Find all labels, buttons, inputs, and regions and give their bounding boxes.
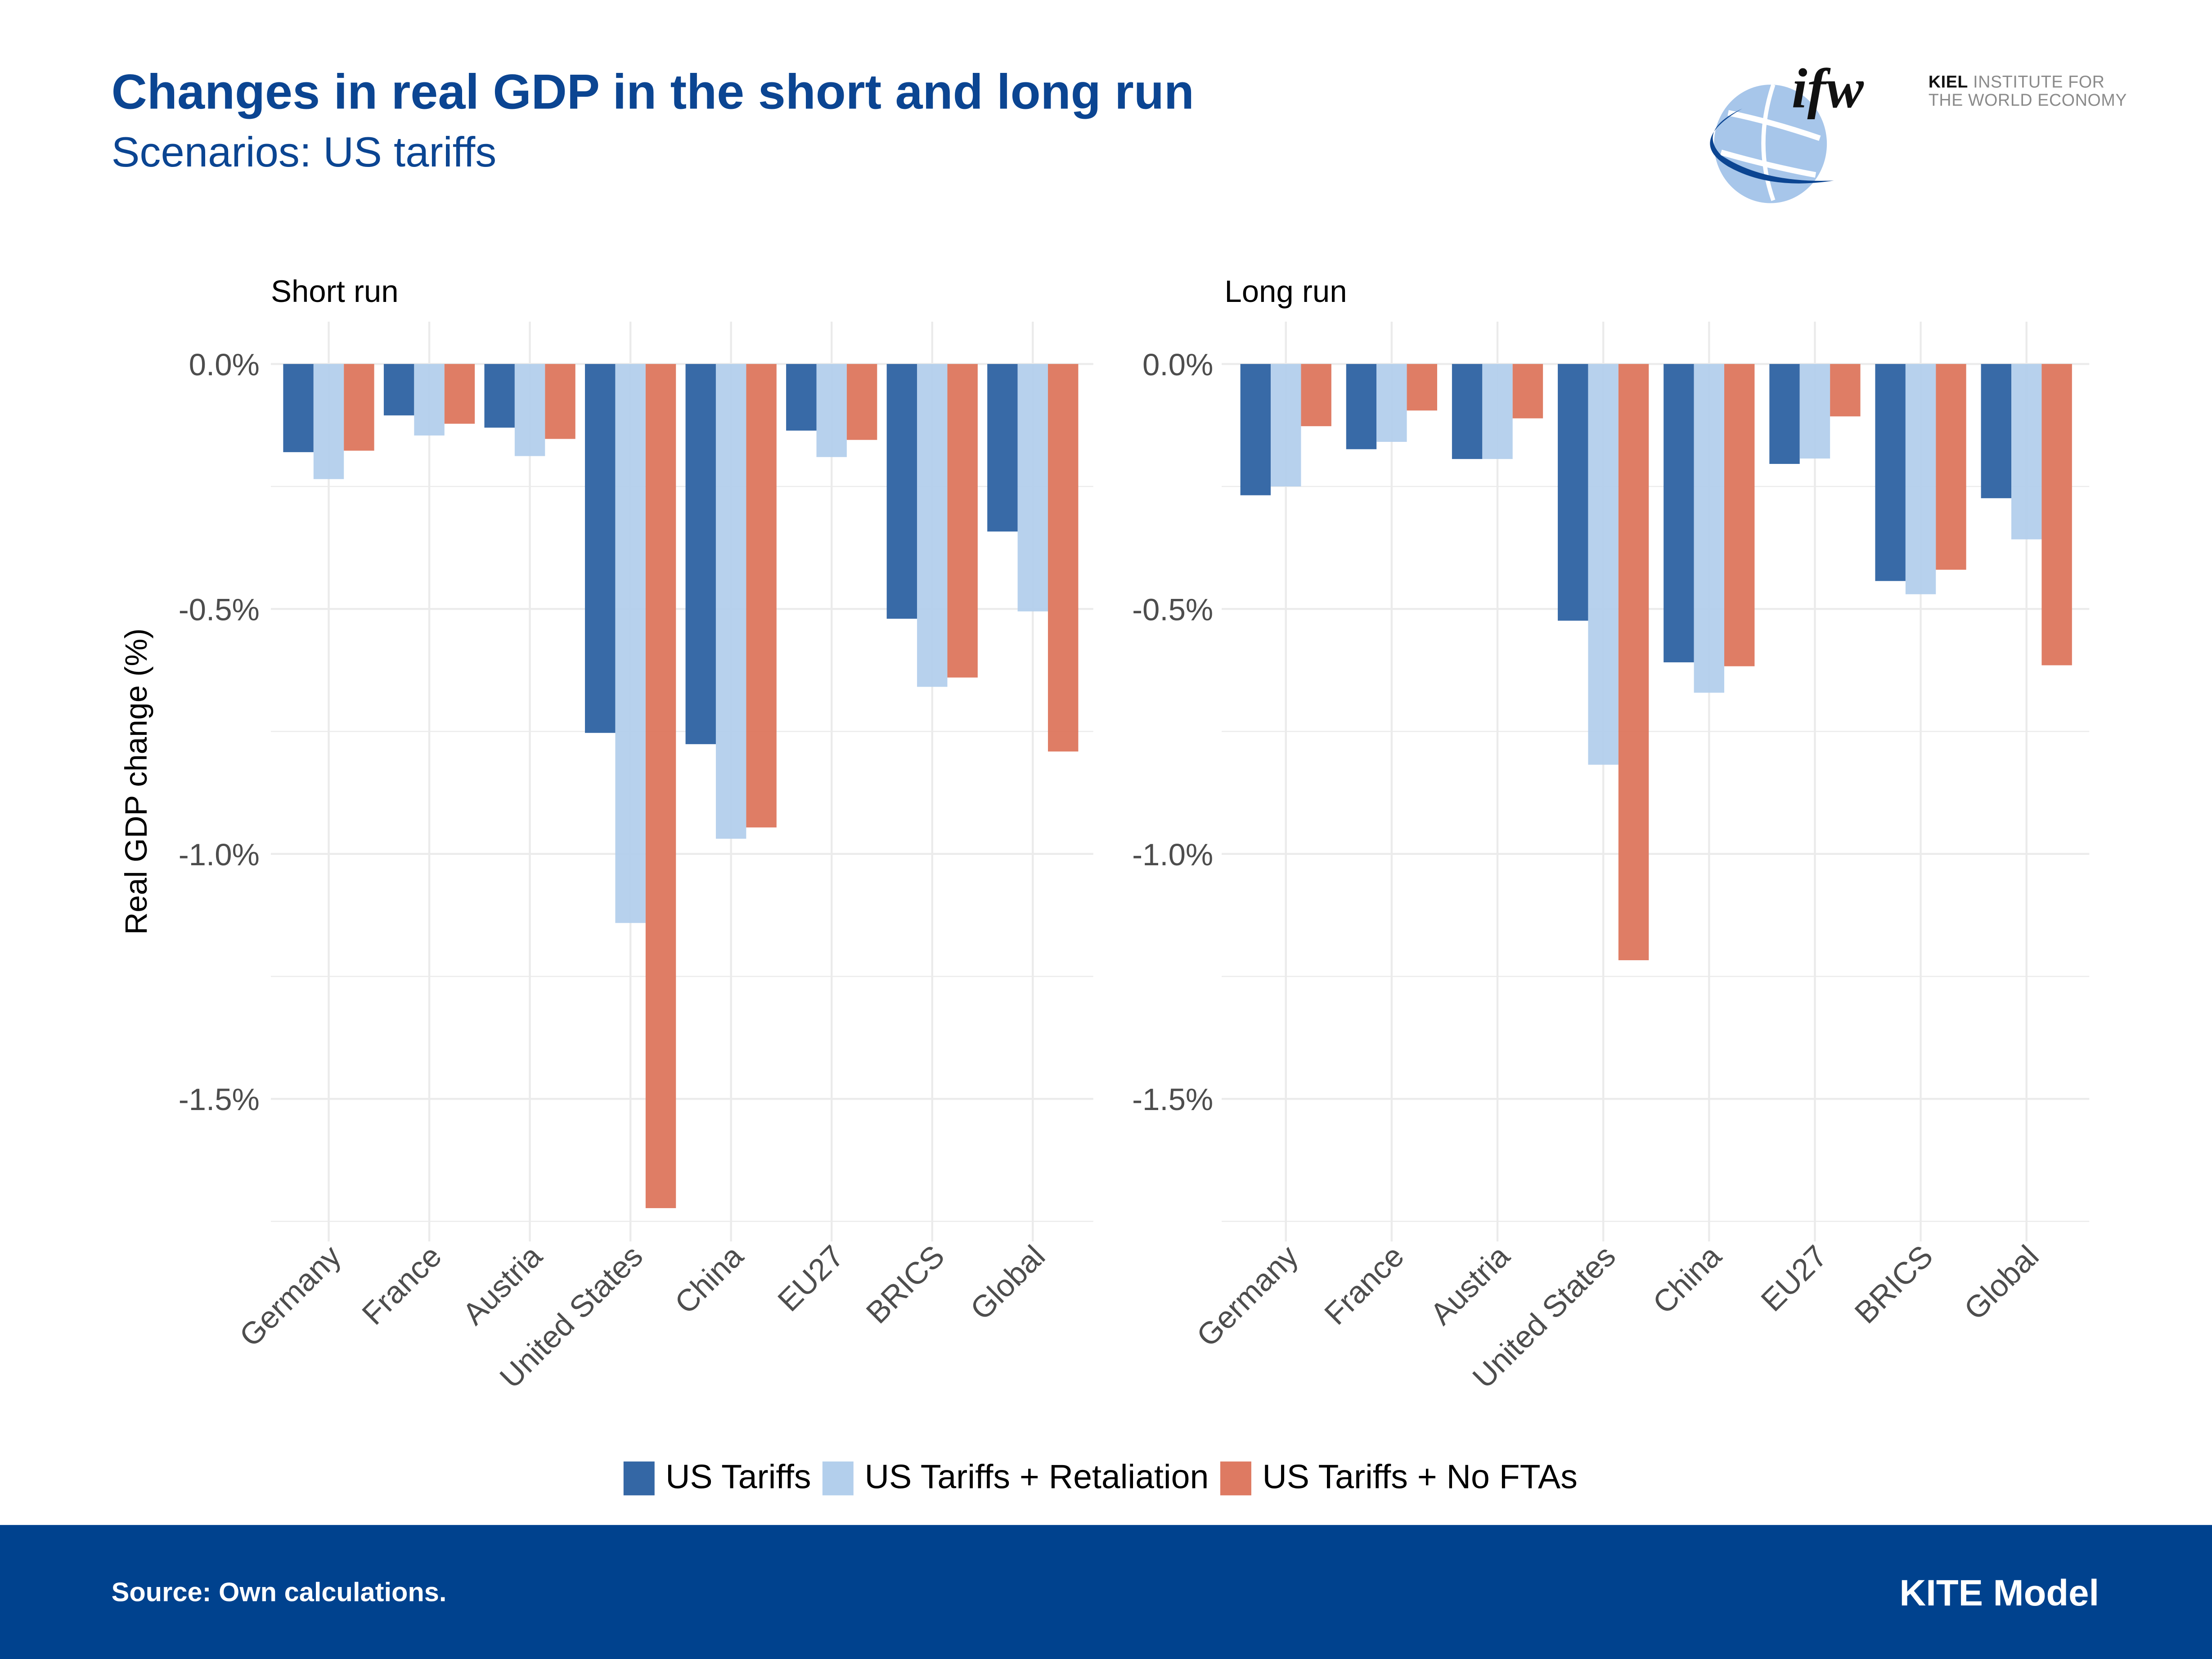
bar-us-tariffs-retaliation-china (1694, 364, 1725, 693)
x-tick-label: Germany (1190, 1238, 1305, 1353)
x-tick-label: EU27 (1754, 1239, 1834, 1318)
bar-us-tariffs-no-ftas-eu27 (1830, 364, 1861, 417)
bar-us-tariffs-germany (283, 364, 314, 452)
bar-us-tariffs-france (1346, 364, 1377, 450)
legend-label: US Tariffs + No FTAs (1262, 1458, 1578, 1497)
bar-us-tariffs-no-ftas-united-states (645, 364, 676, 1208)
bar-us-tariffs-retaliation-germany (1271, 364, 1301, 487)
bar-us-tariffs-france (383, 364, 414, 416)
y-tick-label: -1.5% (179, 1082, 260, 1117)
y-tick-label: -1.0% (1132, 837, 1213, 872)
bar-us-tariffs-retaliation-china (715, 364, 746, 839)
x-tick-label: France (355, 1239, 448, 1331)
bar-us-tariffs-no-ftas-china (746, 364, 777, 827)
bar-us-tariffs-no-ftas-global (2041, 364, 2072, 665)
bar-us-tariffs-retaliation-global (1017, 364, 1048, 611)
bar-us-tariffs-no-ftas-austria (545, 364, 575, 439)
bar-us-tariffs-retaliation-brics (1905, 364, 1936, 594)
bar-us-tariffs-retaliation-brics (917, 364, 948, 687)
x-tick-label: Austria (456, 1238, 549, 1331)
bar-us-tariffs-united-states (585, 364, 616, 733)
bar-us-tariffs-retaliation-eu27 (816, 364, 847, 457)
legend-item-retaliation: US Tariffs + Retaliation (822, 1458, 1209, 1498)
panel-short-run: Short run 0.0% -0.5% -1.0% -1.5% Germany Franc… (179, 274, 1093, 1395)
bar-us-tariffs-austria (1452, 364, 1483, 459)
legend-key-no-ftas (1220, 1461, 1251, 1496)
bar-us-tariffs-brics (1875, 364, 1906, 581)
footer-band: Source: Own calculations. KITE Model (0, 1525, 2212, 1659)
x-tick-label: EU27 (771, 1239, 850, 1318)
logo-kiel: KIEL (1928, 72, 1969, 92)
bar-us-tariffs-no-ftas-germany (344, 364, 374, 451)
x-tick-label: France (1318, 1239, 1411, 1331)
bar-us-tariffs-global (1981, 364, 2012, 499)
x-tick-label: Global (1957, 1239, 2045, 1326)
logo-wordmark: KIEL INSTITUTE FOR THE WORLD ECONOMY (1928, 72, 2127, 110)
bar-us-tariffs-retaliation-france (414, 364, 445, 436)
chart-title: Changes in real GDP in the short and lon… (111, 65, 1194, 120)
ifw-mark: ifw (1792, 57, 1865, 120)
bar-us-tariffs-no-ftas-united-states (1618, 364, 1649, 961)
bar-us-tariffs-china (685, 364, 716, 744)
bar-us-tariffs-retaliation-united-states (1588, 364, 1619, 765)
y-tick-label: -1.5% (1132, 1082, 1213, 1117)
model-label: KITE Model (1899, 1571, 2100, 1614)
legend-label: US Tariffs + Retaliation (864, 1458, 1209, 1497)
bar-us-tariffs-no-ftas-france (444, 364, 475, 424)
bar-us-tariffs-no-ftas-france (1407, 364, 1437, 411)
bar-us-tariffs-brics (886, 364, 917, 619)
bar-us-tariffs-no-ftas-china (1724, 364, 1755, 666)
panel-title: Short run (271, 274, 399, 309)
x-tick-label: Germany (233, 1238, 347, 1353)
bar-us-tariffs-no-ftas-global (1048, 364, 1079, 752)
legend-item-no-ftas: US Tariffs + No FTAs (1220, 1458, 1578, 1498)
y-tick-label: 0.0% (1142, 347, 1213, 382)
x-tick-label: BRICS (1848, 1239, 1939, 1330)
bar-us-tariffs-united-states (1558, 364, 1588, 621)
y-tick-label: -1.0% (179, 837, 260, 872)
logo-line2: THE WORLD ECONOMY (1928, 90, 2127, 110)
x-tick-label: China (668, 1238, 750, 1320)
bar-us-tariffs-no-ftas-brics (947, 364, 978, 678)
bar-us-tariffs-global (987, 364, 1018, 532)
chart-subtitle: Scenarios: US tariffs (111, 130, 497, 176)
bar-us-tariffs-no-ftas-austria (1512, 364, 1543, 418)
bar-us-tariffs-eu27 (1769, 364, 1800, 464)
bar-us-tariffs-no-ftas-brics (1936, 364, 1966, 570)
bar-us-tariffs-retaliation-austria (1482, 364, 1513, 459)
legend-label: US Tariffs (665, 1458, 811, 1497)
bar-us-tariffs-retaliation-france (1376, 364, 1407, 442)
legend-key-us-tariffs (623, 1461, 654, 1496)
y-tick-label: -0.5% (1132, 592, 1213, 627)
legend-item-us-tariffs: US Tariffs (623, 1459, 811, 1498)
panel-title: Long run (1224, 274, 1347, 309)
legend-key-retaliation (822, 1461, 854, 1496)
x-tick-label: BRICS (859, 1239, 951, 1330)
x-tick-label: China (1646, 1238, 1728, 1320)
bar-us-tariffs-retaliation-germany (313, 364, 344, 479)
y-tick-label: -0.5% (179, 592, 260, 627)
source-note: Source: Own calculations. (111, 1578, 447, 1609)
bar-us-tariffs-eu27 (786, 364, 817, 431)
legend: US Tariffs US Tariffs + Retaliation US T… (0, 1459, 2212, 1498)
bar-us-tariffs-retaliation-austria (514, 364, 545, 456)
bar-us-tariffs-retaliation-eu27 (1799, 364, 1830, 459)
bar-us-tariffs-retaliation-global (2011, 364, 2042, 540)
y-axis-label: Real GDP change (%) (119, 628, 153, 935)
y-tick-label: 0.0% (189, 347, 260, 382)
bar-us-tariffs-retaliation-united-states (615, 364, 646, 923)
panel-long-run: Long run 0.0% -0.5% -1.0% -1.5% Germany France… (1132, 274, 2090, 1395)
bar-us-tariffs-no-ftas-germany (1301, 364, 1331, 427)
logo-line1: INSTITUTE FOR (1968, 72, 2105, 92)
x-tick-label: Austria (1424, 1238, 1517, 1331)
bar-us-tariffs-china (1663, 364, 1694, 662)
bar-us-tariffs-austria (484, 364, 515, 428)
bar-us-tariffs-germany (1240, 364, 1271, 495)
bar-us-tariffs-no-ftas-eu27 (846, 364, 877, 440)
ifw-globe-logo-icon: ifw (1710, 57, 1865, 203)
x-tick-label: Global (964, 1239, 1052, 1326)
